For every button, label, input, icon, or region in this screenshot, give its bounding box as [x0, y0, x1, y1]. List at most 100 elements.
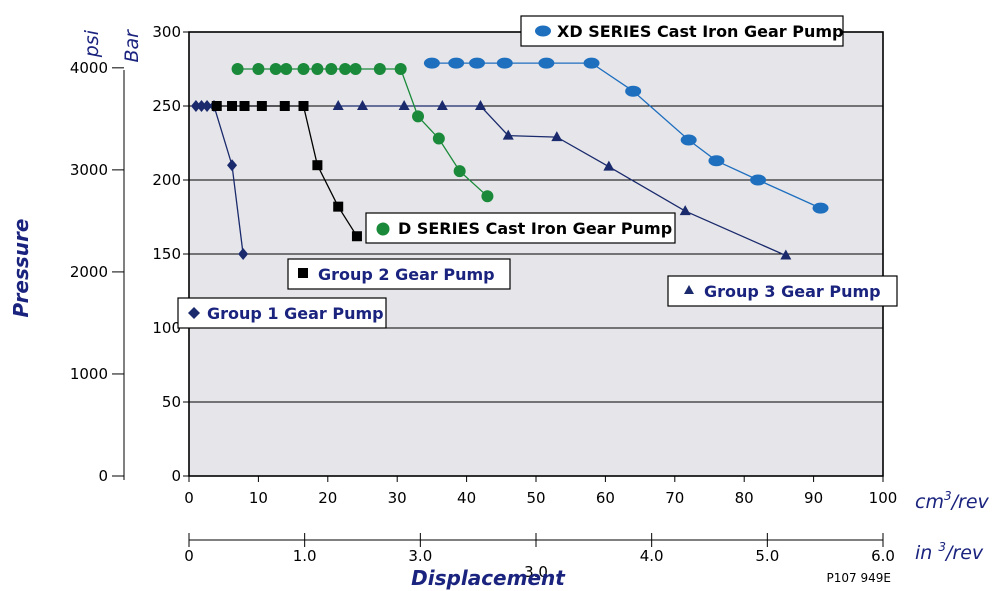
legend-label: Group 1 Gear Pump [207, 304, 384, 323]
x-tick-label: 70 [665, 489, 684, 507]
data-point [780, 249, 792, 260]
series [231, 63, 494, 203]
data-point [202, 100, 213, 112]
figure-code: P107 949E [827, 571, 891, 585]
data-point [256, 101, 267, 111]
legend-box [287, 258, 511, 290]
data-point [312, 160, 323, 171]
legend-d-series: D SERIES Cast Iron Gear Pump [365, 212, 676, 244]
bar-tick-label: 250 [152, 97, 181, 115]
data-point [238, 248, 249, 260]
data-point [373, 63, 386, 75]
legend-box [177, 297, 387, 329]
in3-tick-label: 1.0 [293, 547, 317, 565]
data-point [211, 101, 222, 111]
legend-label: XD SERIES Cast Iron Gear Pump [557, 22, 844, 41]
data-point [448, 57, 465, 69]
legend-group2: Group 2 Gear Pump [287, 258, 511, 290]
x-tick-label: 20 [318, 489, 337, 507]
data-point [750, 174, 767, 186]
x-tick-label: 90 [804, 489, 823, 507]
legend-marker-triangle [684, 285, 694, 294]
in3-tick-label: 5.0 [755, 547, 779, 565]
data-point [227, 159, 238, 172]
data-point [502, 129, 514, 140]
data-point [227, 101, 238, 111]
bar-tick-label: 300 [152, 23, 181, 41]
psi-tick-label: 2000 [70, 263, 108, 281]
data-point [679, 205, 691, 216]
bar-tick-label: 0 [171, 467, 181, 485]
legend-box [365, 212, 676, 244]
data-point [474, 100, 486, 110]
legend-box [667, 275, 898, 307]
bar-tick-label: 100 [152, 319, 181, 337]
data-point [538, 57, 555, 69]
in3-unit-label: in 3/rev [915, 540, 984, 564]
x-axis-title: Displacement [411, 566, 566, 590]
data-point [252, 63, 265, 75]
data-point [708, 155, 725, 167]
legend-label: D SERIES Cast Iron Gear Pump [398, 219, 672, 238]
data-point [190, 100, 201, 112]
in3-tick-label: 3.0 [524, 563, 548, 581]
data-point [357, 100, 368, 110]
x-tick-label: 40 [457, 489, 476, 507]
psi-tick-label: 1000 [70, 365, 108, 383]
bar-tick-label: 50 [162, 393, 181, 411]
bar-tick-label: 200 [152, 171, 181, 189]
data-point [339, 63, 352, 75]
data-point [812, 202, 829, 214]
data-point [239, 101, 250, 111]
data-point [333, 201, 344, 212]
legend-marker-square [298, 268, 308, 278]
data-point [298, 101, 309, 111]
series-line [338, 105, 787, 257]
data-point [469, 57, 486, 69]
data-point [583, 57, 600, 69]
psi-tick-label: 0 [98, 467, 108, 485]
in3-tick-label: 0 [184, 547, 194, 565]
data-point [231, 63, 244, 75]
cm3-unit-label: cm3/rev [915, 489, 990, 513]
legend-xd-series: XD SERIES Cast Iron Gear Pump [520, 15, 844, 47]
data-point [269, 63, 282, 75]
data-point [325, 63, 338, 75]
series [423, 57, 829, 214]
x-tick-label: 50 [526, 489, 545, 507]
psi-unit-label: psi [81, 29, 103, 58]
data-point [680, 134, 697, 146]
series [332, 100, 792, 260]
legend-box [520, 15, 844, 47]
data-point [412, 110, 425, 123]
data-point [398, 100, 410, 110]
x-tick-label: 100 [869, 489, 898, 507]
bar-tick-label: 150 [152, 245, 181, 263]
series-layer [190, 57, 829, 260]
data-point [496, 57, 513, 69]
in3-tick-label: 3.0 [408, 547, 432, 565]
bar-unit-label: Bar [121, 29, 143, 63]
data-point [311, 63, 324, 75]
data-point [351, 231, 362, 242]
data-point [280, 63, 293, 75]
legend-marker-ellipse [535, 25, 551, 37]
psi-tick-label: 3000 [70, 161, 108, 179]
data-point [453, 165, 466, 178]
legend-label: Group 3 Gear Pump [704, 282, 881, 301]
data-point [551, 131, 563, 142]
legend-label: Group 2 Gear Pump [318, 265, 495, 284]
data-point [297, 63, 310, 75]
psi-tick-label: 4000 [70, 59, 108, 77]
x-tick-label: 80 [735, 489, 754, 507]
in3-tick-label: 6.0 [871, 547, 895, 565]
data-point [603, 160, 615, 171]
series [211, 101, 362, 242]
y-axis-title: Pressure [9, 219, 33, 318]
data-point [332, 100, 344, 110]
legend-group3: Group 3 Gear Pump [667, 275, 898, 307]
data-point [349, 63, 362, 75]
data-point [436, 100, 448, 110]
